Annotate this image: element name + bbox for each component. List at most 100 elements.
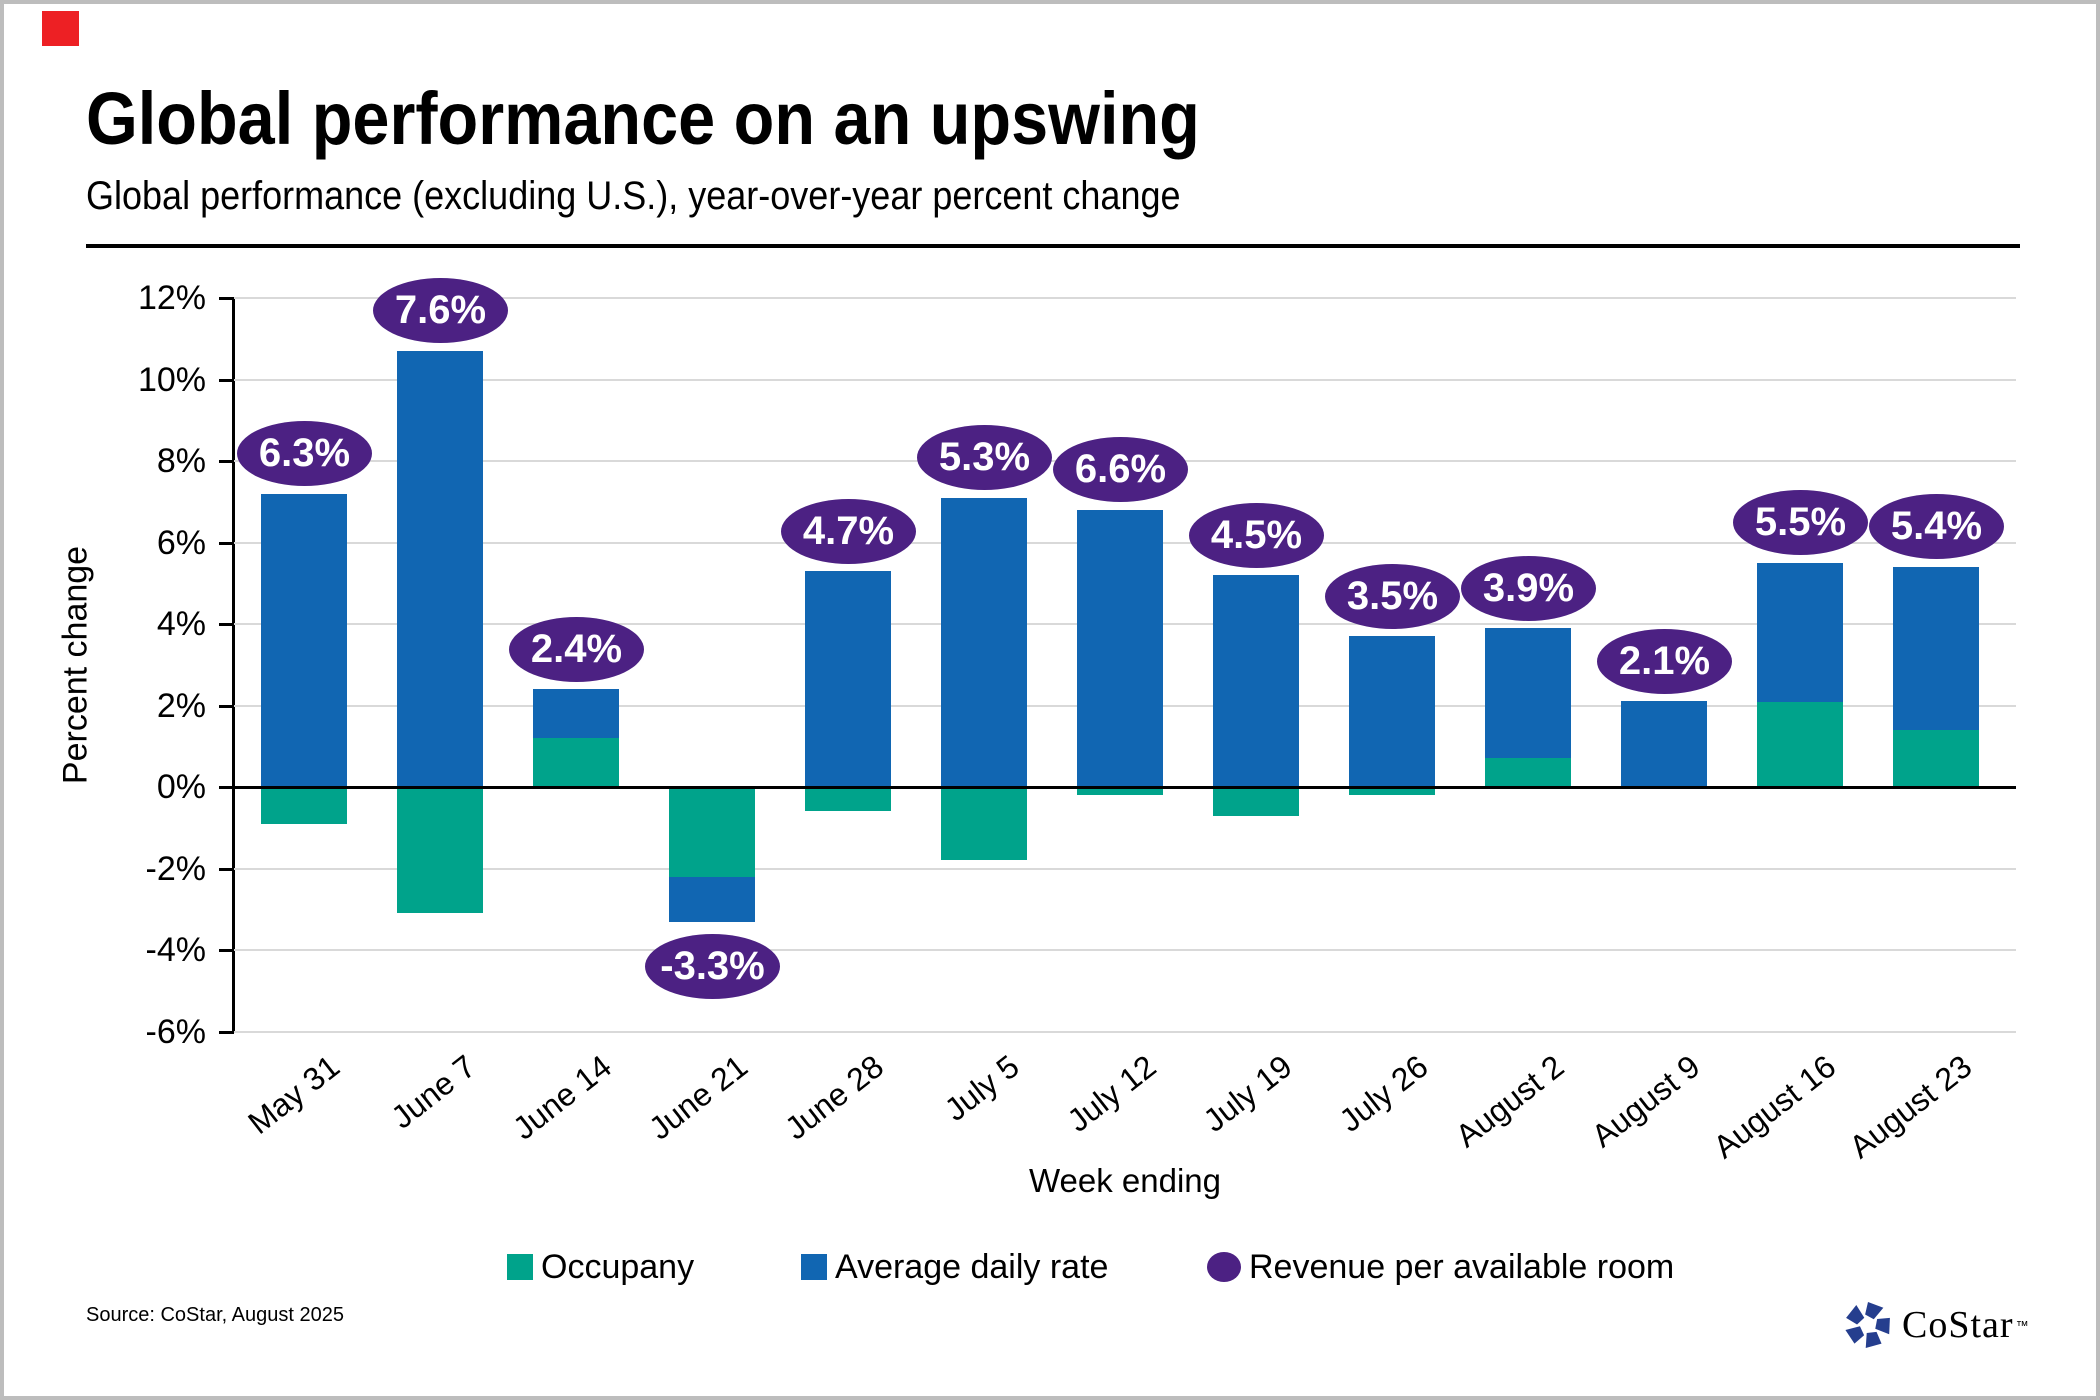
occupancy-bar-segment	[1213, 787, 1299, 816]
x-tick-label: July 26	[1332, 1048, 1435, 1139]
y-tick-label: 2%	[156, 687, 206, 725]
adr-bar-segment	[1621, 701, 1707, 787]
revpar-bubble: 6.3%	[237, 421, 372, 486]
adr-bar-segment	[1349, 636, 1435, 787]
occupancy-bar-segment	[397, 787, 483, 913]
y-axis-tick	[219, 1031, 234, 1034]
y-tick-label: -6%	[145, 1013, 206, 1051]
revpar-bubble: 2.1%	[1597, 629, 1732, 694]
revpar-bubble: 7.6%	[373, 278, 508, 343]
adr-bar-segment	[1213, 575, 1299, 787]
page-title: Global performance on an upswing	[86, 77, 1200, 160]
legend-item-revpar: Revenue per available room	[1207, 1247, 1675, 1286]
y-axis-tick	[219, 623, 234, 626]
y-tick-label: -4%	[145, 931, 206, 969]
x-tick-label: July 19	[1196, 1048, 1299, 1139]
revpar-bubble: 4.7%	[781, 499, 916, 564]
x-tick-label: June 7	[384, 1048, 483, 1136]
y-axis-title: Percent change	[56, 545, 95, 785]
y-tick-label: 12%	[137, 279, 206, 317]
legend-label: Revenue per available room	[1249, 1247, 1675, 1286]
y-axis-tick	[219, 949, 234, 952]
legend-item-occupancy: Occupany	[507, 1247, 695, 1286]
legend-item-adr: Average daily rate	[801, 1247, 1109, 1286]
x-tick-label: May 31	[241, 1048, 347, 1141]
gridline	[234, 1031, 2016, 1033]
adr-bar-segment	[669, 877, 755, 922]
y-tick-label: 0%	[156, 768, 206, 806]
zero-gridline	[234, 786, 2016, 789]
revpar-bubble: 4.5%	[1189, 503, 1324, 568]
revpar-bubble: 3.5%	[1325, 564, 1460, 629]
x-tick-label: July 12	[1060, 1048, 1163, 1139]
occupancy-bar-segment	[1757, 701, 1843, 787]
x-tick-label: August 16	[1706, 1048, 1843, 1166]
occupancy-bar-segment	[669, 787, 755, 877]
occupancy-bar-segment	[941, 787, 1027, 860]
x-tick-label: August 2	[1448, 1048, 1571, 1155]
legend-label: Average daily rate	[835, 1247, 1109, 1286]
y-axis-tick	[219, 297, 234, 300]
legend-label: Occupany	[541, 1247, 695, 1286]
x-tick-label: June 14	[506, 1048, 619, 1147]
x-tick-label: June 21	[642, 1048, 755, 1147]
occupancy-bar-segment	[1077, 787, 1163, 795]
revpar-bubble: -3.3%	[645, 934, 780, 999]
revpar-bubble: 2.4%	[509, 617, 644, 682]
gridline	[234, 379, 2016, 381]
revpar-bubble: 6.6%	[1053, 437, 1188, 502]
gridline	[234, 297, 2016, 299]
gridline	[234, 949, 2016, 951]
title-divider	[86, 244, 2020, 248]
costar-wordmark: CoStar	[1902, 1304, 2014, 1346]
adr-legend-swatch	[801, 1254, 827, 1280]
costar-pinwheel-icon	[1845, 1301, 1890, 1349]
adr-bar-segment	[397, 351, 483, 787]
y-tick-label: 10%	[137, 361, 206, 399]
gridline	[234, 868, 2016, 870]
occupancy-bar-segment	[533, 738, 619, 787]
y-axis-tick	[219, 542, 234, 545]
occupancy-bar-segment	[1893, 730, 1979, 787]
adr-bar-segment	[261, 494, 347, 787]
x-tick-label: July 5	[938, 1048, 1027, 1128]
x-tick-label: June 28	[778, 1048, 891, 1147]
y-tick-label: 8%	[156, 442, 206, 480]
revpar-bubble: 5.3%	[917, 425, 1052, 490]
chart-legend: Occupany Average daily rate Revenue per …	[4, 1247, 2096, 1286]
occupancy-bar-segment	[261, 787, 347, 824]
adr-bar-segment	[1077, 510, 1163, 787]
occupancy-bar-segment	[805, 787, 891, 811]
y-axis-tick	[219, 460, 234, 463]
y-axis-tick	[219, 379, 234, 382]
trademark-symbol: ™	[2015, 1317, 2029, 1333]
y-axis-tick	[219, 786, 234, 789]
adr-bar-segment	[533, 689, 619, 738]
y-axis-tick	[219, 705, 234, 708]
adr-bar-segment	[941, 498, 1027, 787]
revpar-bubble: 5.4%	[1869, 494, 2004, 559]
occupancy-bar-segment	[1485, 758, 1571, 787]
revpar-bubble: 5.5%	[1733, 490, 1868, 555]
occupancy-legend-swatch	[507, 1254, 533, 1280]
page-subtitle: Global performance (excluding U.S.), yea…	[86, 174, 1181, 218]
adr-bar-segment	[1893, 567, 1979, 730]
corner-marker	[42, 11, 79, 46]
occupancy-bar-segment	[1349, 787, 1435, 795]
y-tick-label: 6%	[156, 524, 206, 562]
y-axis-line	[232, 298, 235, 1032]
y-tick-label: -2%	[145, 850, 206, 888]
costar-logo: CoStar ™	[1844, 1300, 2029, 1350]
revpar-bubble: 3.9%	[1461, 556, 1596, 621]
x-tick-label: August 9	[1584, 1048, 1707, 1155]
adr-bar-segment	[1757, 563, 1843, 702]
x-axis-title: Week ending	[1028, 1162, 1222, 1199]
source-note: Source: CoStar, August 2025	[86, 1304, 344, 1326]
adr-bar-segment	[1485, 628, 1571, 758]
x-tick-label: August 23	[1842, 1048, 1979, 1166]
y-axis-tick	[219, 868, 234, 871]
revpar-legend-swatch	[1207, 1252, 1241, 1282]
y-tick-label: 4%	[156, 605, 206, 643]
adr-bar-segment	[805, 571, 891, 787]
